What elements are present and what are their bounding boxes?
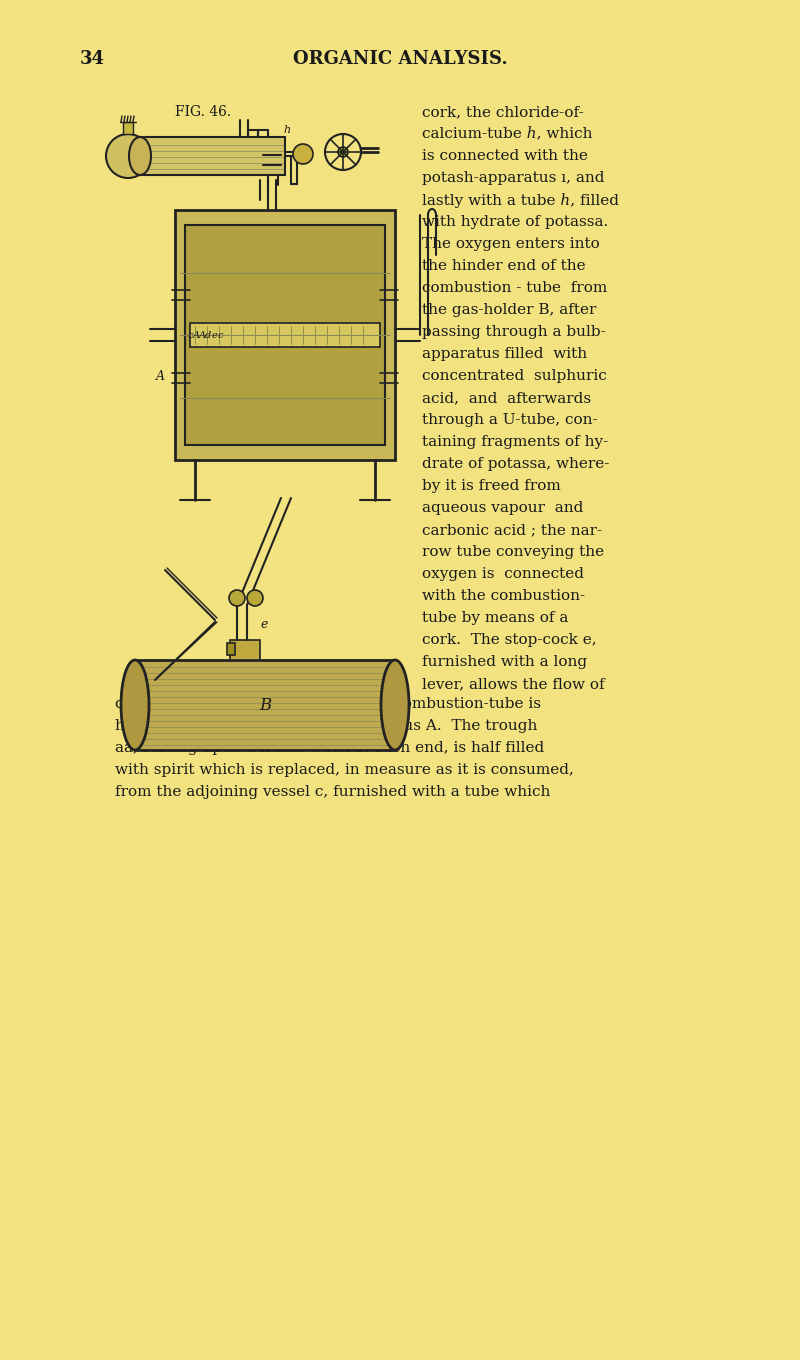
Text: cork, the chloride-of-: cork, the chloride-of- — [422, 105, 584, 120]
Bar — [123, 122, 133, 135]
Text: carbonic acid ; the nar-: carbonic acid ; the nar- — [422, 524, 602, 537]
Text: aa, resting upon a frame-work at each end, is half filled: aa, resting upon a frame-work at each en… — [115, 741, 544, 755]
Text: from the adjoining vessel c, furnished with a tube which: from the adjoining vessel c, furnished w… — [115, 785, 550, 800]
Text: d: d — [205, 330, 211, 340]
Circle shape — [229, 590, 245, 607]
Text: h: h — [283, 125, 290, 135]
Text: acid,  and  afterwards: acid, and afterwards — [422, 392, 591, 405]
Circle shape — [106, 135, 150, 178]
Text: heated by means of the lamp-apparatus A.  The trough: heated by means of the lamp-apparatus A.… — [115, 719, 538, 733]
Text: calcium-tube ℎ, which: calcium-tube ℎ, which — [422, 126, 593, 141]
Text: apparatus filled  with: apparatus filled with — [422, 347, 587, 360]
Text: e: e — [260, 619, 267, 631]
Text: e: e — [211, 330, 217, 340]
Text: combustion - tube  from: combustion - tube from — [422, 282, 607, 295]
Text: tube by means of a: tube by means of a — [422, 611, 568, 626]
Text: ORGANIC ANALYSIS.: ORGANIC ANALYSIS. — [293, 50, 507, 68]
Text: row tube conveying the: row tube conveying the — [422, 545, 604, 559]
Text: with hydrate of potassa.: with hydrate of potassa. — [422, 215, 608, 228]
Ellipse shape — [121, 660, 149, 749]
Text: is connected with the: is connected with the — [422, 150, 588, 163]
Text: lastly with a tube ℎ, filled: lastly with a tube ℎ, filled — [422, 193, 619, 208]
Circle shape — [247, 590, 263, 607]
Text: FIG. 46.: FIG. 46. — [175, 105, 231, 120]
Text: potash-apparatus ı, and: potash-apparatus ı, and — [422, 171, 605, 185]
Text: cork.  The stop-cock e,: cork. The stop-cock e, — [422, 632, 597, 647]
Text: with spirit which is replaced, in measure as it is consumed,: with spirit which is replaced, in measur… — [115, 763, 574, 777]
Text: B: B — [259, 696, 271, 714]
Circle shape — [293, 144, 313, 165]
Text: furnished with a long: furnished with a long — [422, 656, 587, 669]
Bar — [227, 643, 235, 656]
Bar — [140, 137, 285, 175]
Text: through a U-tube, con-: through a U-tube, con- — [422, 413, 598, 427]
Bar — [185, 224, 385, 445]
Text: passing through a bulb-: passing through a bulb- — [422, 325, 606, 339]
Text: oxygen is  connected: oxygen is connected — [422, 567, 584, 581]
Text: by it is freed from: by it is freed from — [422, 479, 561, 494]
Text: with the combustion-: with the combustion- — [422, 589, 585, 602]
Bar — [175, 209, 395, 460]
Text: the gas-holder B, after: the gas-holder B, after — [422, 303, 596, 317]
Bar — [190, 324, 380, 347]
Text: A: A — [155, 370, 165, 384]
Text: c: c — [218, 330, 222, 340]
Text: lever, allows the flow of: lever, allows the flow of — [422, 677, 605, 691]
Bar — [135, 660, 395, 749]
Text: taining fragments of hy-: taining fragments of hy- — [422, 435, 608, 449]
Text: A: A — [198, 330, 206, 340]
Circle shape — [338, 147, 348, 156]
Text: c: c — [187, 330, 193, 340]
Text: drate of potassa, where-: drate of potassa, where- — [422, 457, 610, 471]
Text: The oxygen enters into: The oxygen enters into — [422, 237, 600, 252]
Text: 34: 34 — [80, 50, 105, 68]
Text: the hinder end of the: the hinder end of the — [422, 258, 586, 273]
Ellipse shape — [129, 137, 151, 175]
Text: A: A — [193, 330, 199, 340]
Ellipse shape — [381, 660, 409, 749]
Bar — [230, 641, 260, 660]
Text: oxygen to be regulated at will.  The combustion-tube is: oxygen to be regulated at will. The comb… — [115, 696, 541, 711]
Text: aqueous vapour  and: aqueous vapour and — [422, 500, 583, 515]
Text: concentrated  sulphuric: concentrated sulphuric — [422, 369, 606, 384]
